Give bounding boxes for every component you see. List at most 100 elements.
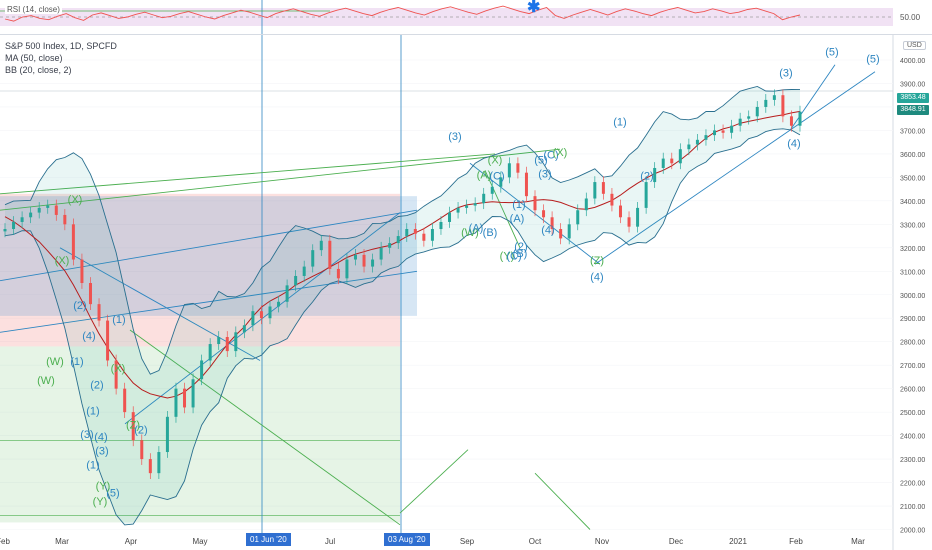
candle-body bbox=[20, 217, 24, 222]
candle-body bbox=[148, 459, 152, 474]
candle-body bbox=[755, 106, 759, 117]
price-chart[interactable]: Feb Mar Apr May Jul Sep Oct Nov Dec 2021 Feb Mar 400… bbox=[0, 35, 932, 550]
time-tick-label: Feb bbox=[0, 537, 10, 546]
candle-body bbox=[396, 236, 400, 244]
candle-body bbox=[37, 207, 41, 213]
loss-zone bbox=[0, 193, 400, 347]
bb-legend[interactable]: BB (20, close, 2) bbox=[5, 65, 72, 75]
main-chart-pane[interactable]: Feb Mar Apr May Jul Sep Oct Nov Dec 2021 Feb Mar 400… bbox=[0, 35, 932, 550]
time-tick-label: Sep bbox=[460, 537, 475, 546]
candle-body bbox=[730, 125, 734, 133]
time-tick-label: Oct bbox=[529, 537, 542, 546]
wave-label: (1) bbox=[70, 356, 83, 368]
candle-body bbox=[439, 221, 443, 230]
candle-body bbox=[311, 250, 315, 267]
wave-label: (W) bbox=[461, 227, 479, 239]
wave-label: (Y) bbox=[500, 251, 515, 263]
candle-body bbox=[593, 182, 597, 199]
wave-label: (W) bbox=[46, 356, 64, 368]
candle-body bbox=[3, 229, 7, 232]
up-arrow-icon: ✱ bbox=[527, 0, 541, 16]
wave-label: (3) bbox=[95, 445, 108, 457]
candle-body bbox=[88, 283, 92, 305]
candle-body bbox=[653, 167, 657, 183]
candle-body bbox=[567, 224, 571, 239]
trend-line bbox=[594, 71, 876, 265]
rsi-level-label: 50.00 bbox=[900, 13, 921, 22]
wave-label: (A) bbox=[469, 222, 484, 234]
wave-label: (B) bbox=[513, 248, 528, 260]
trend-line bbox=[0, 270, 418, 333]
price-tick-label: 2800.00 bbox=[900, 340, 925, 347]
candle-body bbox=[610, 193, 614, 206]
trend-line bbox=[0, 148, 561, 211]
candle-body bbox=[482, 193, 486, 204]
candle-body bbox=[268, 306, 272, 319]
currency-button[interactable]: USD bbox=[903, 41, 926, 50]
candle-body bbox=[12, 221, 16, 230]
price-tick-label: 3000.00 bbox=[900, 293, 925, 300]
candle-body bbox=[422, 233, 426, 241]
candle-body bbox=[71, 224, 75, 260]
wave-label: (Z) bbox=[590, 255, 604, 267]
candle-body bbox=[302, 266, 306, 276]
wave-label: (3) bbox=[779, 67, 792, 79]
wave-label: (2) bbox=[90, 380, 103, 392]
ma-legend[interactable]: MA (50, close) bbox=[5, 53, 63, 63]
candle-body bbox=[277, 301, 281, 307]
wave-label: (4) bbox=[590, 272, 603, 284]
wave-label: (4) bbox=[787, 138, 800, 150]
price-tick-label: 2500.00 bbox=[900, 410, 925, 417]
time-tick-label: Mar bbox=[851, 537, 865, 546]
candle-body bbox=[114, 360, 118, 389]
candle-body bbox=[764, 99, 768, 107]
price-tick-label: 2200.00 bbox=[900, 481, 925, 488]
candle-body bbox=[225, 337, 229, 352]
candle-body bbox=[234, 332, 238, 352]
wave-label: (X) bbox=[55, 255, 70, 267]
candle-body bbox=[601, 182, 605, 194]
candle-body bbox=[618, 205, 622, 218]
wave-label: (4) bbox=[82, 330, 95, 342]
candle-body bbox=[542, 210, 546, 218]
wave-label: (2) bbox=[514, 241, 527, 253]
candle-body bbox=[183, 388, 187, 408]
profit-zone bbox=[0, 346, 400, 523]
wave-label: (1) bbox=[613, 117, 626, 129]
candle-body bbox=[789, 116, 793, 126]
wave-label: (A) bbox=[510, 213, 525, 225]
time-tick-label: Nov bbox=[595, 537, 609, 546]
rsi-legend[interactable]: RSI (14, close) bbox=[5, 5, 62, 14]
wave-label: (X) bbox=[111, 363, 126, 375]
date-highlight-aug: 03 Aug '20 bbox=[384, 533, 430, 546]
bollinger-upper bbox=[4, 86, 801, 375]
trend-line bbox=[399, 449, 469, 514]
price-tick-label: 2600.00 bbox=[900, 387, 925, 394]
candle-body bbox=[294, 275, 298, 286]
candle-body bbox=[80, 259, 84, 284]
wave-label: (4) bbox=[541, 225, 554, 237]
candle-body bbox=[636, 207, 640, 227]
wave-label: (Y) bbox=[96, 481, 111, 493]
price-tick-label: 2300.00 bbox=[900, 457, 925, 464]
candle-body bbox=[285, 285, 289, 302]
candle-body bbox=[781, 95, 785, 117]
candle-body bbox=[499, 177, 503, 187]
time-tick-label: Dec bbox=[669, 537, 683, 546]
wave-label: (C) bbox=[506, 251, 521, 263]
wave-label: (Z) bbox=[126, 420, 140, 432]
candle-body bbox=[456, 207, 460, 213]
trend-line bbox=[484, 170, 521, 248]
candle-body bbox=[379, 247, 383, 260]
candle-body bbox=[405, 229, 409, 237]
candle-body bbox=[533, 196, 537, 211]
wave-label: (3) bbox=[448, 131, 461, 143]
projection-box bbox=[0, 196, 417, 316]
bollinger-lower bbox=[4, 128, 801, 526]
candle-body bbox=[336, 268, 340, 279]
symbol-legend[interactable]: S&P 500 Index, 1D, SPCFD bbox=[5, 41, 117, 51]
price-tick-label: 2900.00 bbox=[900, 316, 925, 323]
wave-label: (1) bbox=[86, 405, 99, 417]
price-tick-label: 3700.00 bbox=[900, 128, 925, 135]
wave-label: (2) bbox=[73, 300, 86, 312]
